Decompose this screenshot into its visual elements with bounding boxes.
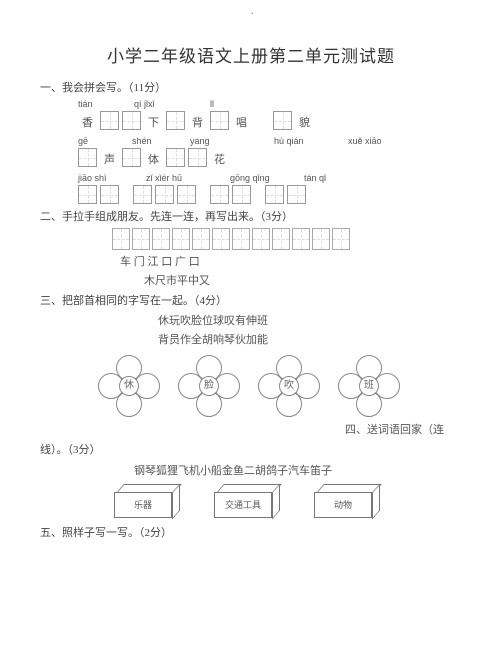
pinyin: hù qián (274, 136, 334, 146)
q2-line-a: 车 门 江 口 广 口 (120, 253, 462, 269)
pinyin: jiāo shì (78, 173, 132, 183)
grid-row-3 (78, 185, 462, 204)
tian-box (122, 148, 141, 167)
q1-heading: 一、我会拼会写。（11分） (40, 81, 462, 96)
tian-box (166, 111, 185, 130)
cell (272, 228, 290, 250)
box-3d: 动物 (314, 484, 380, 520)
match-grid (112, 228, 462, 250)
q3-heading: 三、把部首相同的字写在一起。（4分） (40, 294, 462, 309)
pinyin: qí jǐxǐ (134, 99, 196, 109)
flower-diagram: 吹 (258, 355, 320, 417)
q4-heading-right: 四、送词语回家（连 (40, 421, 444, 437)
pinyin-row-1: tián qí jǐxǐ lǐ (78, 99, 462, 109)
cell (252, 228, 270, 250)
pinyin: shén (132, 136, 176, 146)
tian-box (210, 111, 229, 130)
tian-box (232, 185, 251, 204)
tian-box (100, 111, 119, 130)
flower-row: 休 脸 吹 班 (98, 355, 462, 417)
box-3d: 乐器 (114, 484, 180, 520)
tian-box (188, 148, 207, 167)
cell (172, 228, 190, 250)
cell (152, 228, 170, 250)
pinyin-row-3: jiāo shì zǐ xǐér hū gōng qǐng tán qǐ (78, 173, 462, 183)
cell (132, 228, 150, 250)
tian-box (265, 185, 284, 204)
tian-box (177, 185, 196, 204)
header-dot: . (251, 6, 254, 17)
char: 香 (78, 114, 97, 130)
grid-row-1: 香 下 背 唱 貌 (78, 111, 462, 130)
pinyin: zǐ xǐér hū (146, 173, 216, 183)
tian-box (287, 185, 306, 204)
char: 下 (144, 114, 163, 130)
pinyin: gōng qǐng (230, 173, 290, 183)
box-label: 交通工具 (214, 492, 272, 518)
tian-box (100, 185, 119, 204)
tian-box (155, 185, 174, 204)
q4-heading-left: 线）。（3分） (40, 443, 462, 458)
char: 唱 (232, 114, 251, 130)
tian-box (133, 185, 152, 204)
pinyin-row-2: gē shén yang hù qián xuě xiāo (78, 136, 462, 146)
pinyin: tán qǐ (304, 173, 354, 183)
cell (332, 228, 350, 250)
q4-words: 钢琴狐狸飞机小船金鱼二胡鸽子汽车笛子 (134, 462, 462, 478)
pinyin: gē (78, 136, 118, 146)
char: 花 (210, 151, 229, 167)
category-boxes: 乐器 交通工具 动物 (114, 484, 462, 520)
flower-diagram: 脸 (178, 355, 240, 417)
q2-heading: 二、手拉手组成朋友。先连一连，再写出来。（3分） (40, 210, 462, 225)
box-3d: 交通工具 (214, 484, 280, 520)
pinyin: lǐ (210, 99, 250, 109)
tian-box (166, 148, 185, 167)
cell (212, 228, 230, 250)
cell (292, 228, 310, 250)
pinyin: xuě xiāo (348, 136, 408, 146)
char: 背 (188, 114, 207, 130)
cell (112, 228, 130, 250)
tian-box (210, 185, 229, 204)
char: 貌 (295, 114, 314, 130)
tian-box (78, 185, 97, 204)
page-title: 小学二年级语文上册第二单元测试题 (40, 42, 462, 67)
pinyin: tián (78, 99, 120, 109)
q5-heading: 五、照样子写一写。（2分） (40, 526, 462, 541)
cell (312, 228, 330, 250)
q2-line-b: 木尺市平中又 (144, 272, 462, 288)
q3-line-a: 休玩吹脸位球叹有伸班 (158, 312, 462, 328)
flower-diagram: 休 (98, 355, 160, 417)
grid-row-2: 声 体 花 (78, 148, 462, 167)
pinyin: yang (190, 136, 240, 146)
tian-box (273, 111, 292, 130)
cell (192, 228, 210, 250)
box-label: 动物 (314, 492, 372, 518)
box-label: 乐器 (114, 492, 172, 518)
tian-box (122, 111, 141, 130)
q3-line-b: 背员作全胡响琴伙加能 (158, 331, 462, 347)
cell (232, 228, 250, 250)
flower-diagram: 班 (338, 355, 400, 417)
tian-box (78, 148, 97, 167)
char: 声 (100, 151, 119, 167)
char: 体 (144, 151, 163, 167)
